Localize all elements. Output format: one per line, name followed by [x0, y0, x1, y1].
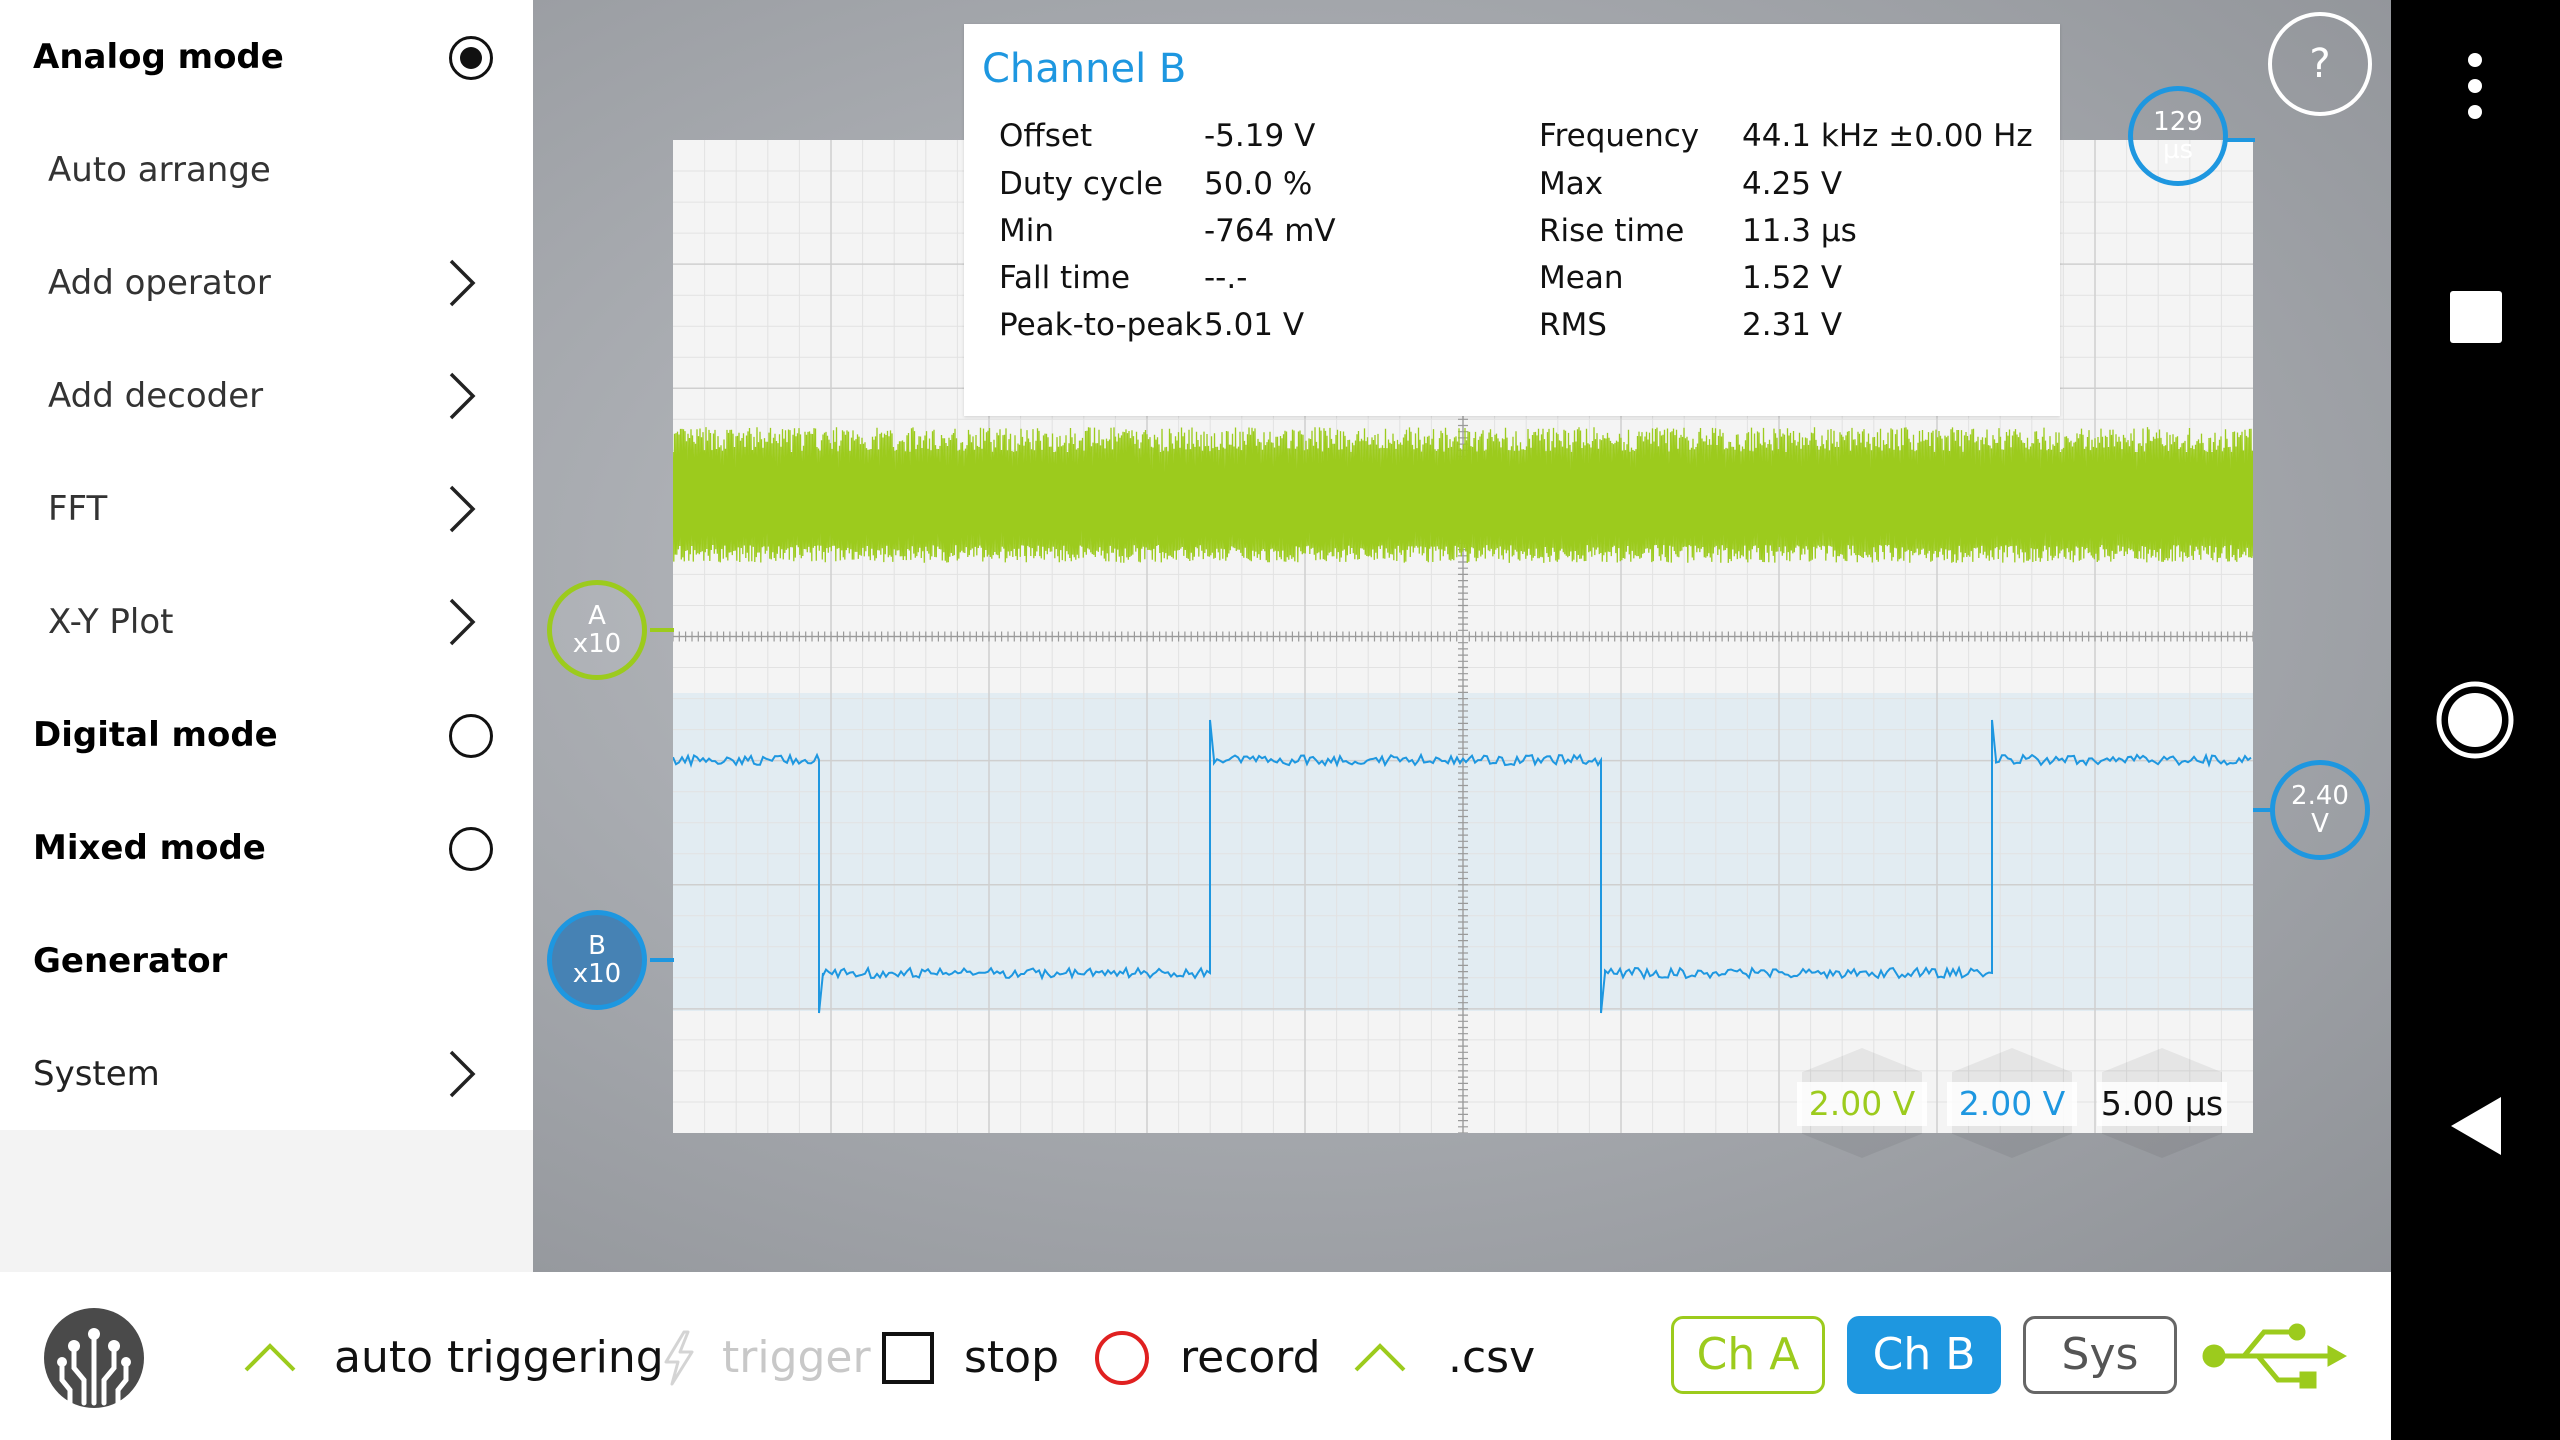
measurement-value: -764 mV — [1204, 213, 1336, 249]
measurement-value: 11.3 µs — [1742, 213, 1857, 249]
mode-radio-button[interactable] — [449, 713, 493, 758]
measurement-value: 2.31 V — [1742, 307, 1843, 343]
auto-triggering-caret-icon[interactable] — [240, 1328, 300, 1388]
sidebar-item-label: FFT — [48, 488, 108, 529]
chevron-right-icon — [449, 485, 476, 532]
sidebar-item-label: Analog mode — [33, 36, 284, 77]
sidebar-item-label: Digital mode — [33, 714, 278, 755]
sidebar-item-label: Mixed mode — [33, 827, 266, 868]
chevron-right-icon — [449, 1050, 476, 1097]
waveform-canvas — [673, 140, 2253, 1133]
channel-b-scale-value: 2.00 V — [1947, 1082, 2077, 1126]
measurement-value: 44.1 kHz ±0.00 Hz — [1742, 118, 2033, 154]
channel-b-marker[interactable]: B x10 — [547, 910, 647, 1010]
stop-button[interactable]: stop — [964, 1332, 1060, 1383]
stop-square-icon[interactable] — [878, 1328, 938, 1388]
chevron-right-icon — [449, 372, 476, 419]
channel-b-marker-letter: B — [588, 931, 606, 961]
channel-a-marker-letter: A — [588, 601, 606, 631]
measurement-label: Fall time — [999, 260, 1131, 296]
measurement-label: Frequency — [1539, 118, 1700, 154]
channel-a-waveform — [673, 427, 2253, 563]
csv-export-button[interactable]: .csv — [1448, 1332, 1536, 1383]
sidebar-item-fft[interactable]: FFT — [0, 452, 533, 565]
sidebar-item-analog-mode[interactable]: Analog mode — [0, 0, 533, 113]
trigger-level-marker[interactable]: 2.40 V — [2270, 760, 2370, 860]
channel-a-scale-value: 2.00 V — [1797, 1082, 1927, 1126]
sidebar-item-label: Generator — [33, 940, 228, 981]
trigger-level-value: 2.40 — [2291, 781, 2349, 811]
mode-radio-button[interactable] — [449, 826, 493, 871]
sidebar-item-label: Auto arrange — [48, 149, 271, 190]
usb-icon — [2202, 1323, 2348, 1389]
time-scale[interactable]: 5.00 µs — [2097, 1048, 2227, 1158]
channel-b-waveform — [673, 719, 2252, 1014]
sidebar-item-label: Add operator — [48, 262, 271, 303]
measurement-value: 4.25 V — [1742, 166, 1843, 202]
channel-a-button[interactable]: Ch A — [1671, 1316, 1825, 1394]
mode-menu: Analog mode Auto arrange Add operator Add d… — [0, 0, 533, 1130]
channel-a-marker-tick — [650, 628, 674, 632]
time-offset-tick — [2227, 138, 2255, 142]
sidebar-item-add-decoder[interactable]: Add decoder — [0, 339, 533, 452]
recents-square-icon[interactable] — [2448, 289, 2504, 345]
sidebar-item-label: System — [33, 1053, 160, 1094]
sidebar-item-add-operator[interactable]: Add operator — [0, 226, 533, 339]
measurement-label: Max — [1539, 166, 1604, 202]
measurements-panel[interactable]: Channel B Offset -5.19 V Duty cycle 50.0 % M… — [964, 24, 2060, 416]
system-button[interactable]: Sys — [2023, 1316, 2177, 1394]
record-circle-icon[interactable] — [1092, 1328, 1152, 1388]
sidebar-item-label: Add decoder — [48, 375, 264, 416]
sidebar-item-mixed-mode[interactable]: Mixed mode — [0, 791, 533, 904]
sidebar-item-generator[interactable]: Generator — [0, 904, 533, 1017]
measurement-value: 5.01 V — [1204, 307, 1305, 343]
measurement-label: Offset — [999, 118, 1093, 154]
sidebar-item-label: X-Y Plot — [48, 601, 174, 642]
trigger-level-unit: V — [2311, 809, 2329, 839]
sidebar-item-x-y-plot[interactable]: X-Y Plot — [0, 565, 533, 678]
measurement-label: RMS — [1539, 307, 1607, 343]
measurements-title: Channel B — [982, 46, 1187, 92]
system-navigation-bar — [2391, 0, 2560, 1440]
channel-a-scale[interactable]: 2.00 V — [1797, 1048, 1927, 1158]
measurement-label: Rise time — [1539, 213, 1685, 249]
measurement-label: Min — [999, 213, 1055, 249]
time-offset-unit: µs — [2162, 135, 2194, 165]
time-scale-value: 5.00 µs — [2097, 1082, 2227, 1126]
trigger-button[interactable]: trigger — [722, 1332, 871, 1383]
channel-b-marker-tick — [650, 958, 674, 962]
measurement-value: -5.19 V — [1204, 118, 1316, 154]
measurement-label: Mean — [1539, 260, 1624, 296]
measurement-label: Peak-to-peak — [999, 307, 1203, 343]
time-offset-value: 129 — [2153, 107, 2203, 137]
sidebar-item-system[interactable]: System — [0, 1017, 533, 1130]
more-vertical-icon[interactable] — [2453, 50, 2497, 130]
chevron-right-icon — [449, 598, 476, 645]
trigger-level-tick — [2253, 808, 2271, 812]
sidebar-item-auto-arrange[interactable]: Auto arrange — [0, 113, 533, 226]
measurement-value: --.- — [1204, 260, 1248, 296]
help-button[interactable]: ? — [2268, 12, 2372, 116]
measurement-value: 50.0 % — [1204, 166, 1313, 202]
back-triangle-icon[interactable] — [2447, 1095, 2505, 1157]
chevron-right-icon — [449, 259, 476, 306]
lightning-icon — [664, 1330, 694, 1386]
channel-b-scale[interactable]: 2.00 V — [1947, 1048, 2077, 1158]
csv-caret-icon[interactable] — [1350, 1328, 1410, 1388]
channel-b-marker-probe: x10 — [572, 959, 622, 989]
channel-a-marker-probe: x10 — [572, 629, 622, 659]
sidebar-item-digital-mode[interactable]: Digital mode — [0, 678, 533, 791]
measurement-label: Duty cycle — [999, 166, 1163, 202]
mode-radio-button[interactable] — [449, 35, 493, 80]
home-circle-icon[interactable] — [2434, 679, 2516, 761]
sidebar: Analog mode Auto arrange Add operator Add d… — [0, 0, 533, 1272]
circuit-logo-icon[interactable] — [44, 1308, 144, 1408]
channel-b-button[interactable]: Ch B — [1847, 1316, 2001, 1394]
time-offset-marker[interactable]: 129 µs — [2128, 86, 2228, 186]
auto-triggering-toggle[interactable]: auto triggering — [334, 1332, 664, 1383]
channel-a-marker[interactable]: A x10 — [547, 580, 647, 680]
measurement-value: 1.52 V — [1742, 260, 1843, 296]
record-button[interactable]: record — [1180, 1332, 1321, 1383]
